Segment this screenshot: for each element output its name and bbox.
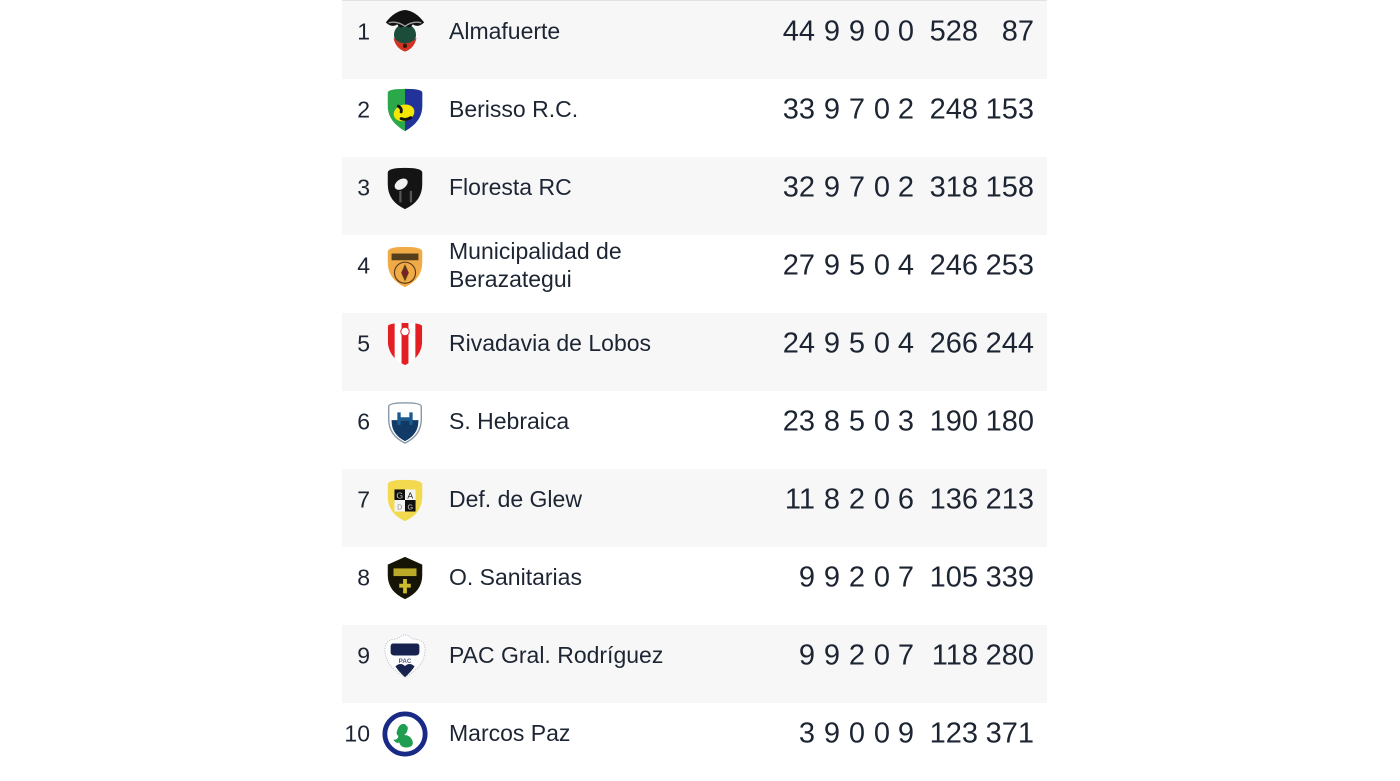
svg-text:PAC: PAC [399,658,412,665]
svg-text:D: D [397,503,402,511]
svg-text:A: A [407,490,413,500]
svg-text:G: G [407,503,413,511]
svg-text:G: G [396,490,403,500]
